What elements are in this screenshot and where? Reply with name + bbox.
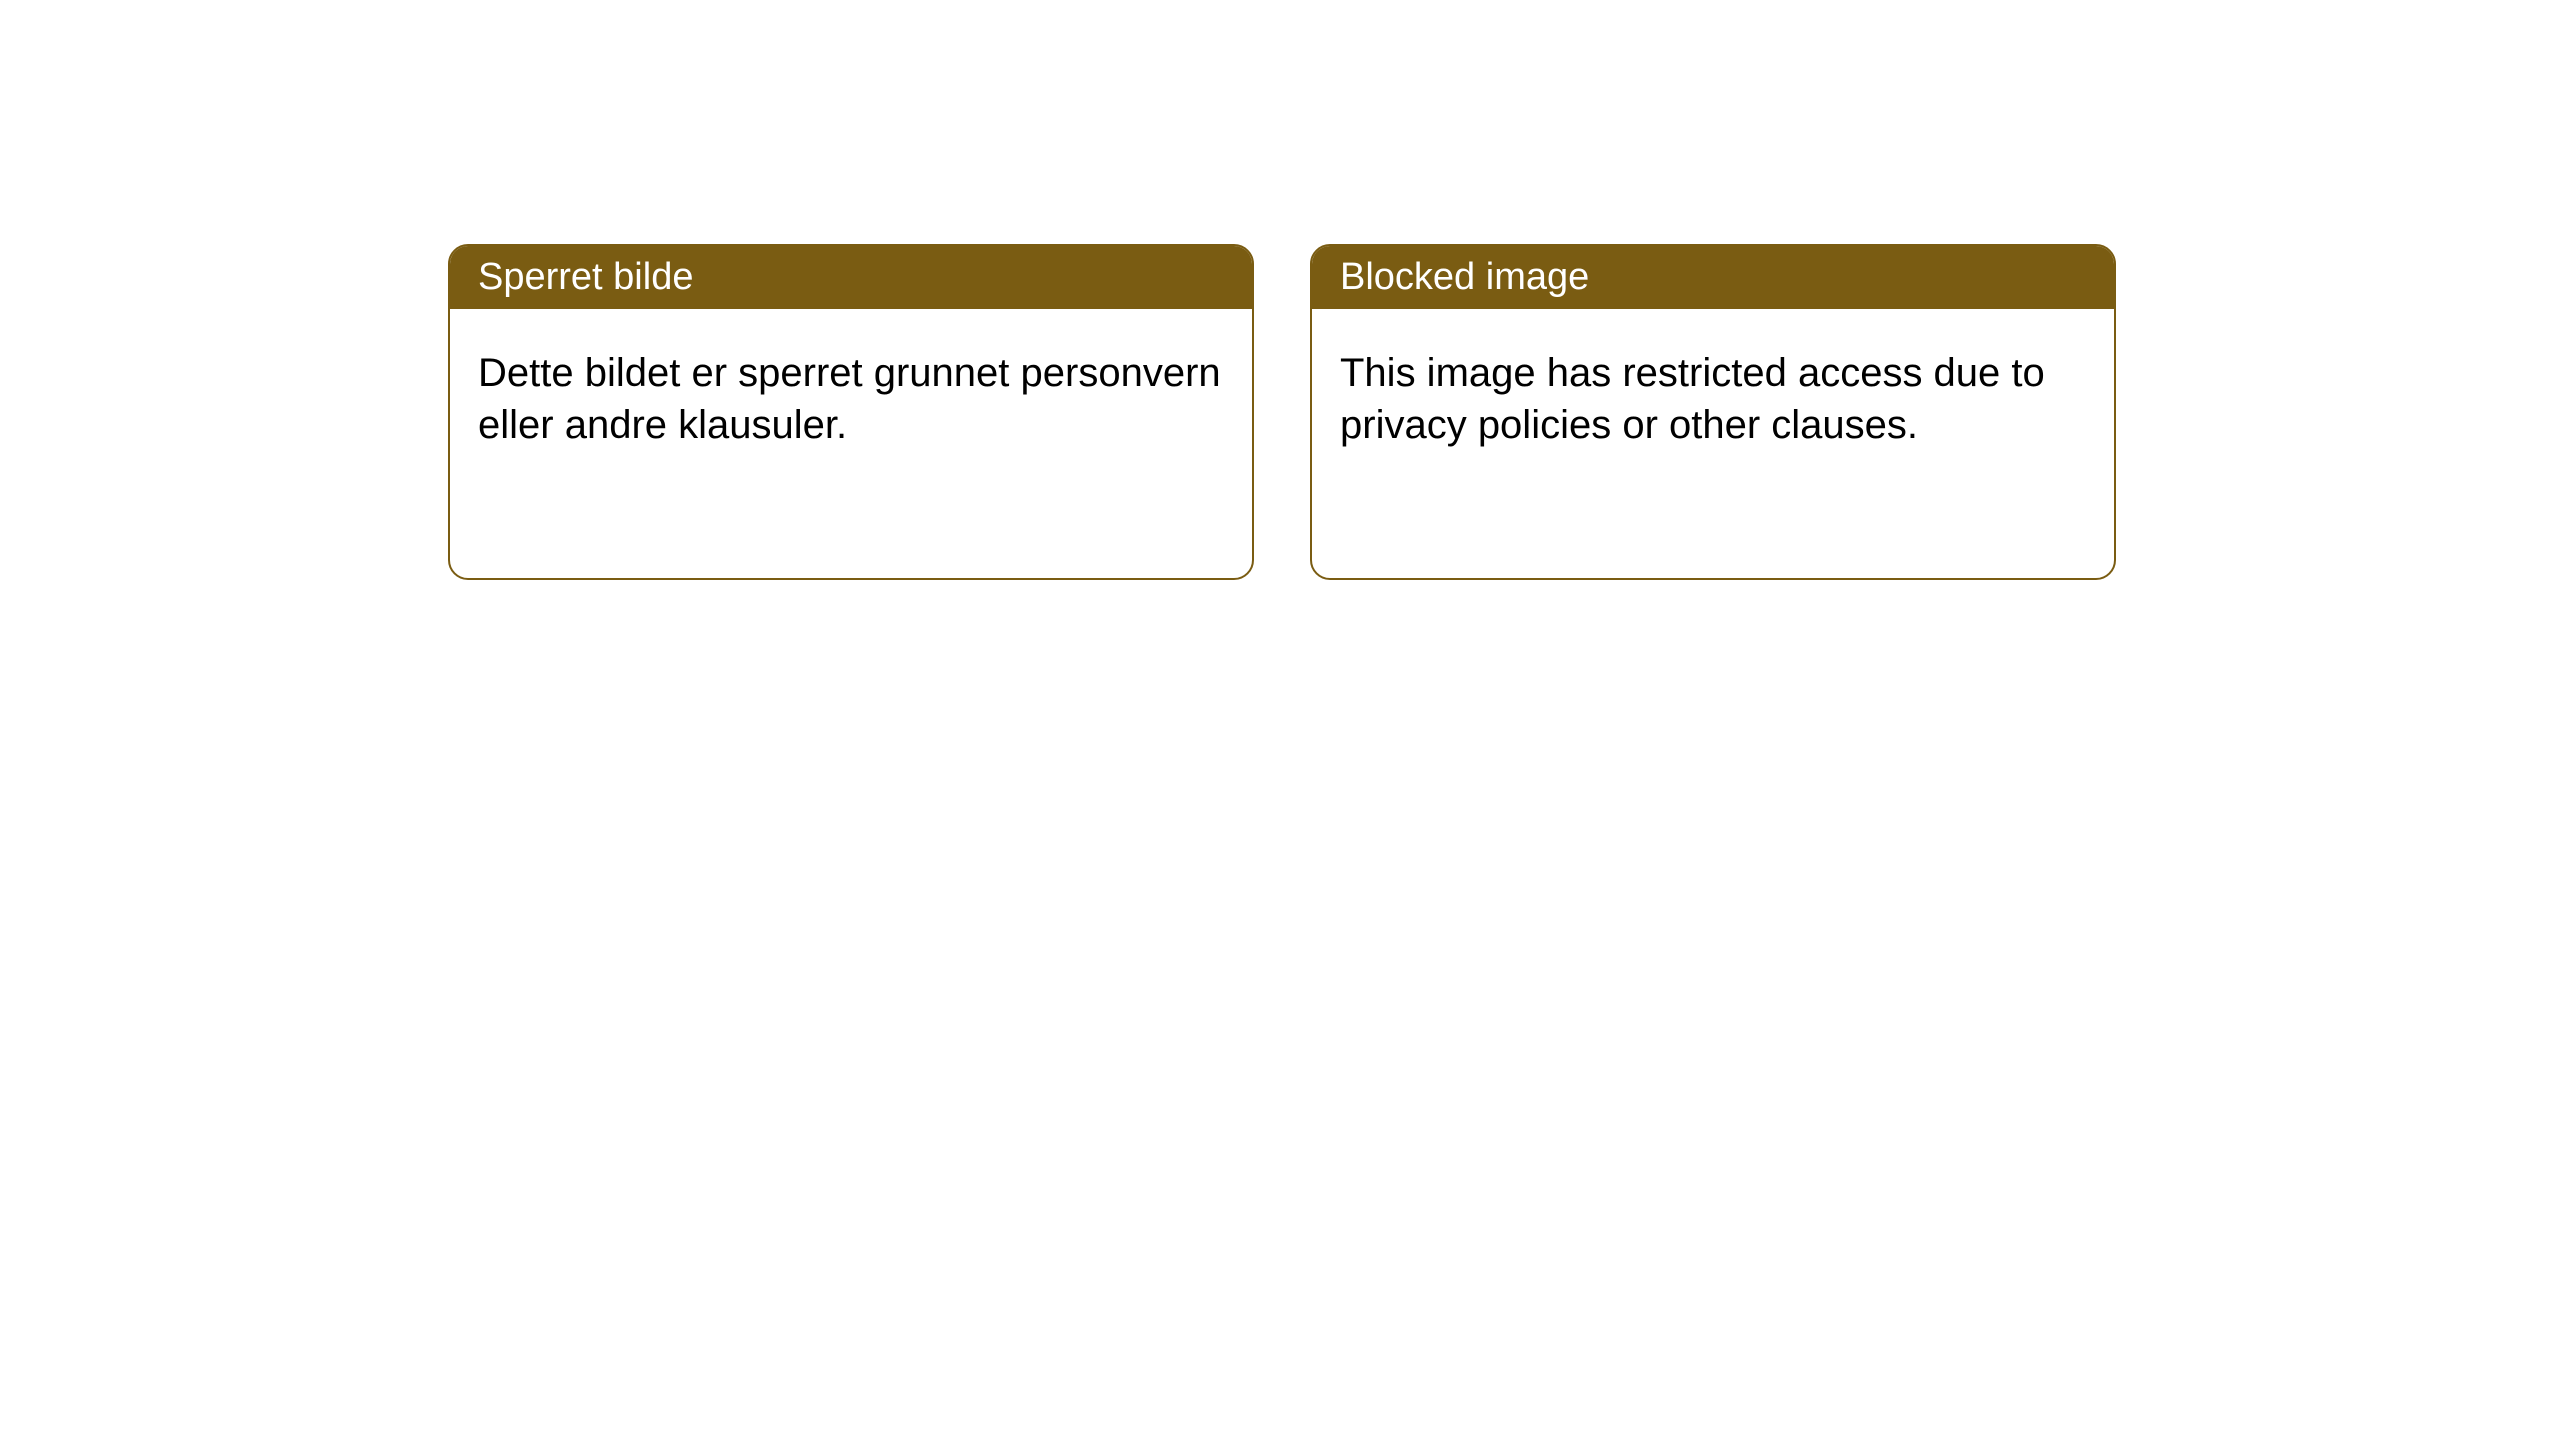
notice-container: Sperret bilde Dette bildet er sperret gr… xyxy=(0,0,2560,580)
notice-header: Blocked image xyxy=(1312,246,2114,309)
notice-message: This image has restricted access due to … xyxy=(1312,309,2114,489)
notice-message: Dette bildet er sperret grunnet personve… xyxy=(450,309,1252,489)
notice-card-english: Blocked image This image has restricted … xyxy=(1310,244,2116,580)
notice-header: Sperret bilde xyxy=(450,246,1252,309)
notice-card-norwegian: Sperret bilde Dette bildet er sperret gr… xyxy=(448,244,1254,580)
